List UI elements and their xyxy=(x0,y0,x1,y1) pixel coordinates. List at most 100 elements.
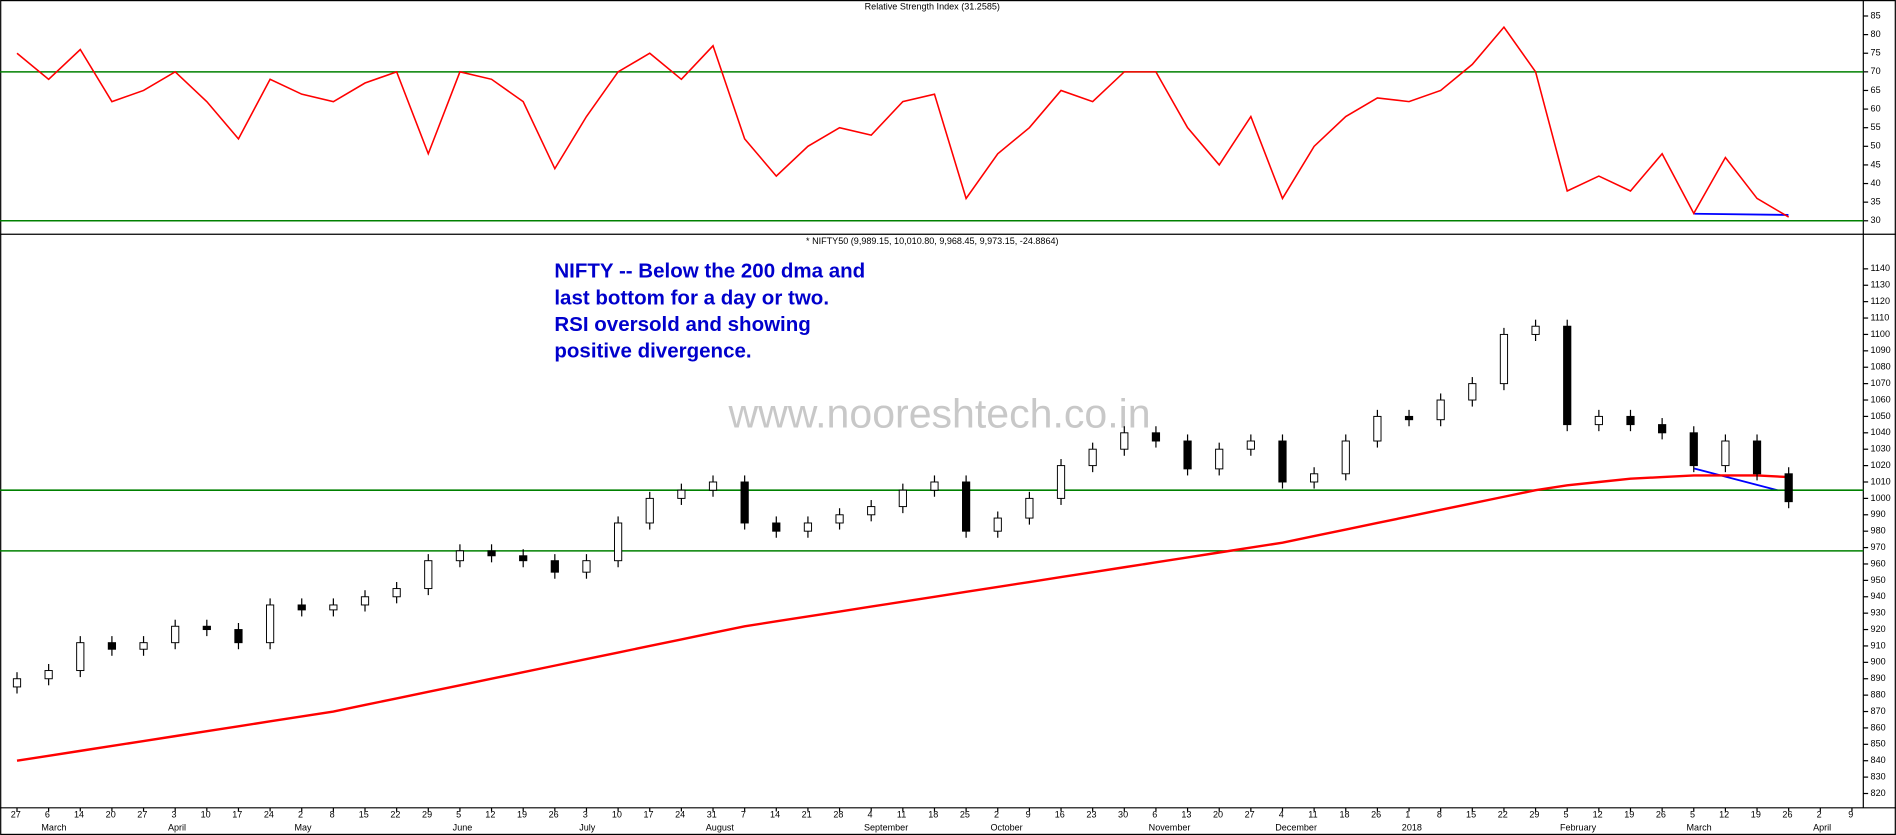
x-tick-label: 26 xyxy=(1782,809,1792,819)
x-tick-label: 12 xyxy=(485,809,495,819)
x-tick-label: 19 xyxy=(1751,809,1761,819)
x-tick-label: 17 xyxy=(232,809,242,819)
candle-body xyxy=(1025,497,1034,519)
x-tick-label: 27 xyxy=(137,809,147,819)
y-tick-label: 1030 xyxy=(1871,444,1891,454)
candle-body xyxy=(1468,383,1477,401)
divergence-line xyxy=(1694,467,1778,492)
candle-body xyxy=(677,489,686,499)
x-tick-label: 8 xyxy=(330,809,335,819)
x-tick-label: 5 xyxy=(456,809,461,819)
x-tick-label: 26 xyxy=(1371,809,1381,819)
candle-body xyxy=(107,642,117,650)
candle-body xyxy=(550,560,559,573)
x-tick-label: 24 xyxy=(675,809,685,819)
y-tick-label: 930 xyxy=(1871,608,1886,618)
x-tick-label: 8 xyxy=(1437,809,1442,819)
x-tick-label: 17 xyxy=(643,809,653,819)
x-tick-label: 10 xyxy=(612,809,622,819)
x-tick-label: 26 xyxy=(1656,809,1666,819)
y-tick-label: 1020 xyxy=(1871,460,1891,470)
candle-body xyxy=(76,642,85,672)
candle-body xyxy=(265,604,275,644)
y-tick-label: 1120 xyxy=(1871,296,1890,306)
candle-body xyxy=(993,517,1002,532)
month-label: May xyxy=(294,823,312,833)
x-tick-label: 15 xyxy=(359,809,369,819)
y-tick-label: 1050 xyxy=(1871,411,1891,421)
x-tick-label: 7 xyxy=(741,809,746,819)
month-label: July xyxy=(579,823,596,833)
candle-body xyxy=(424,560,433,590)
candle-body xyxy=(1689,432,1698,467)
x-tick-label: 2 xyxy=(994,809,999,819)
x-tick-label: 31 xyxy=(707,809,717,819)
y-tick-label: 900 xyxy=(1871,657,1886,667)
rsi-tick-label: 65 xyxy=(1871,85,1881,95)
x-tick-label: 11 xyxy=(1308,809,1317,819)
x-tick-label: 19 xyxy=(1624,809,1634,819)
rsi-tick-label: 75 xyxy=(1871,48,1881,58)
x-tick-label: 18 xyxy=(1340,809,1350,819)
candle-body xyxy=(392,588,401,598)
month-label: October xyxy=(991,823,1023,833)
y-tick-label: 1090 xyxy=(1871,345,1891,355)
y-tick-label: 1060 xyxy=(1871,394,1891,404)
y-tick-label: 1070 xyxy=(1871,378,1891,388)
candle-body xyxy=(44,670,53,680)
rsi-tick-label: 30 xyxy=(1871,215,1881,225)
candle-body xyxy=(455,550,465,562)
x-tick-label: 23 xyxy=(1086,809,1096,819)
y-tick-label: 1130 xyxy=(1871,280,1890,290)
x-tick-label: 22 xyxy=(1498,809,1508,819)
x-tick-label: 28 xyxy=(833,809,843,819)
x-tick-label: 2 xyxy=(1817,809,1822,819)
y-tick-label: 1040 xyxy=(1871,427,1891,437)
month-label: December xyxy=(1275,823,1317,833)
rsi-tick-label: 70 xyxy=(1871,66,1881,76)
candle-body xyxy=(12,678,22,688)
month-label: April xyxy=(1813,823,1831,833)
candle-body xyxy=(708,481,718,491)
x-tick-label: 9 xyxy=(1848,809,1853,819)
candle-body xyxy=(962,481,971,532)
y-tick-label: 840 xyxy=(1871,755,1886,765)
candle-body xyxy=(1183,440,1192,470)
candle-body xyxy=(1436,399,1445,421)
candle-body xyxy=(803,522,813,532)
x-tick-label: 6 xyxy=(1152,809,1157,819)
x-tick-label: 30 xyxy=(1118,809,1128,819)
candle-body xyxy=(360,596,370,606)
candle-body xyxy=(772,522,781,532)
candle-body xyxy=(1278,440,1287,483)
candle-body xyxy=(139,642,148,650)
x-tick-label: 12 xyxy=(1719,809,1729,819)
x-tick-label: 12 xyxy=(1593,809,1603,819)
x-tick-label: 5 xyxy=(1563,809,1568,819)
x-tick-label: 29 xyxy=(1529,809,1539,819)
candle-body xyxy=(487,550,496,557)
candle-body xyxy=(171,625,180,644)
rsi-tick-label: 35 xyxy=(1871,197,1881,207)
y-tick-label: 1010 xyxy=(1871,476,1891,486)
candle-body xyxy=(1784,473,1793,503)
y-tick-label: 890 xyxy=(1871,673,1886,683)
x-tick-label: 11 xyxy=(897,809,906,819)
y-tick-label: 860 xyxy=(1871,722,1886,732)
y-tick-label: 960 xyxy=(1871,558,1886,568)
x-tick-label: 15 xyxy=(1466,809,1476,819)
x-tick-label: 16 xyxy=(1055,809,1065,819)
y-tick-label: 910 xyxy=(1871,640,1886,650)
rsi-tick-label: 45 xyxy=(1871,159,1881,169)
x-tick-label: 5 xyxy=(1690,809,1695,819)
y-tick-label: 1100 xyxy=(1871,329,1890,339)
rsi-tick-label: 80 xyxy=(1871,29,1881,39)
x-tick-label: 6 xyxy=(45,809,50,819)
y-tick-label: 1080 xyxy=(1871,362,1891,372)
annotation: last bottom for a day or two. xyxy=(554,286,829,309)
x-tick-label: 26 xyxy=(549,809,559,819)
month-label: February xyxy=(1560,823,1597,833)
candle-body xyxy=(1404,415,1414,421)
x-tick-label: 4 xyxy=(1279,809,1284,819)
candle-body xyxy=(1246,440,1255,450)
